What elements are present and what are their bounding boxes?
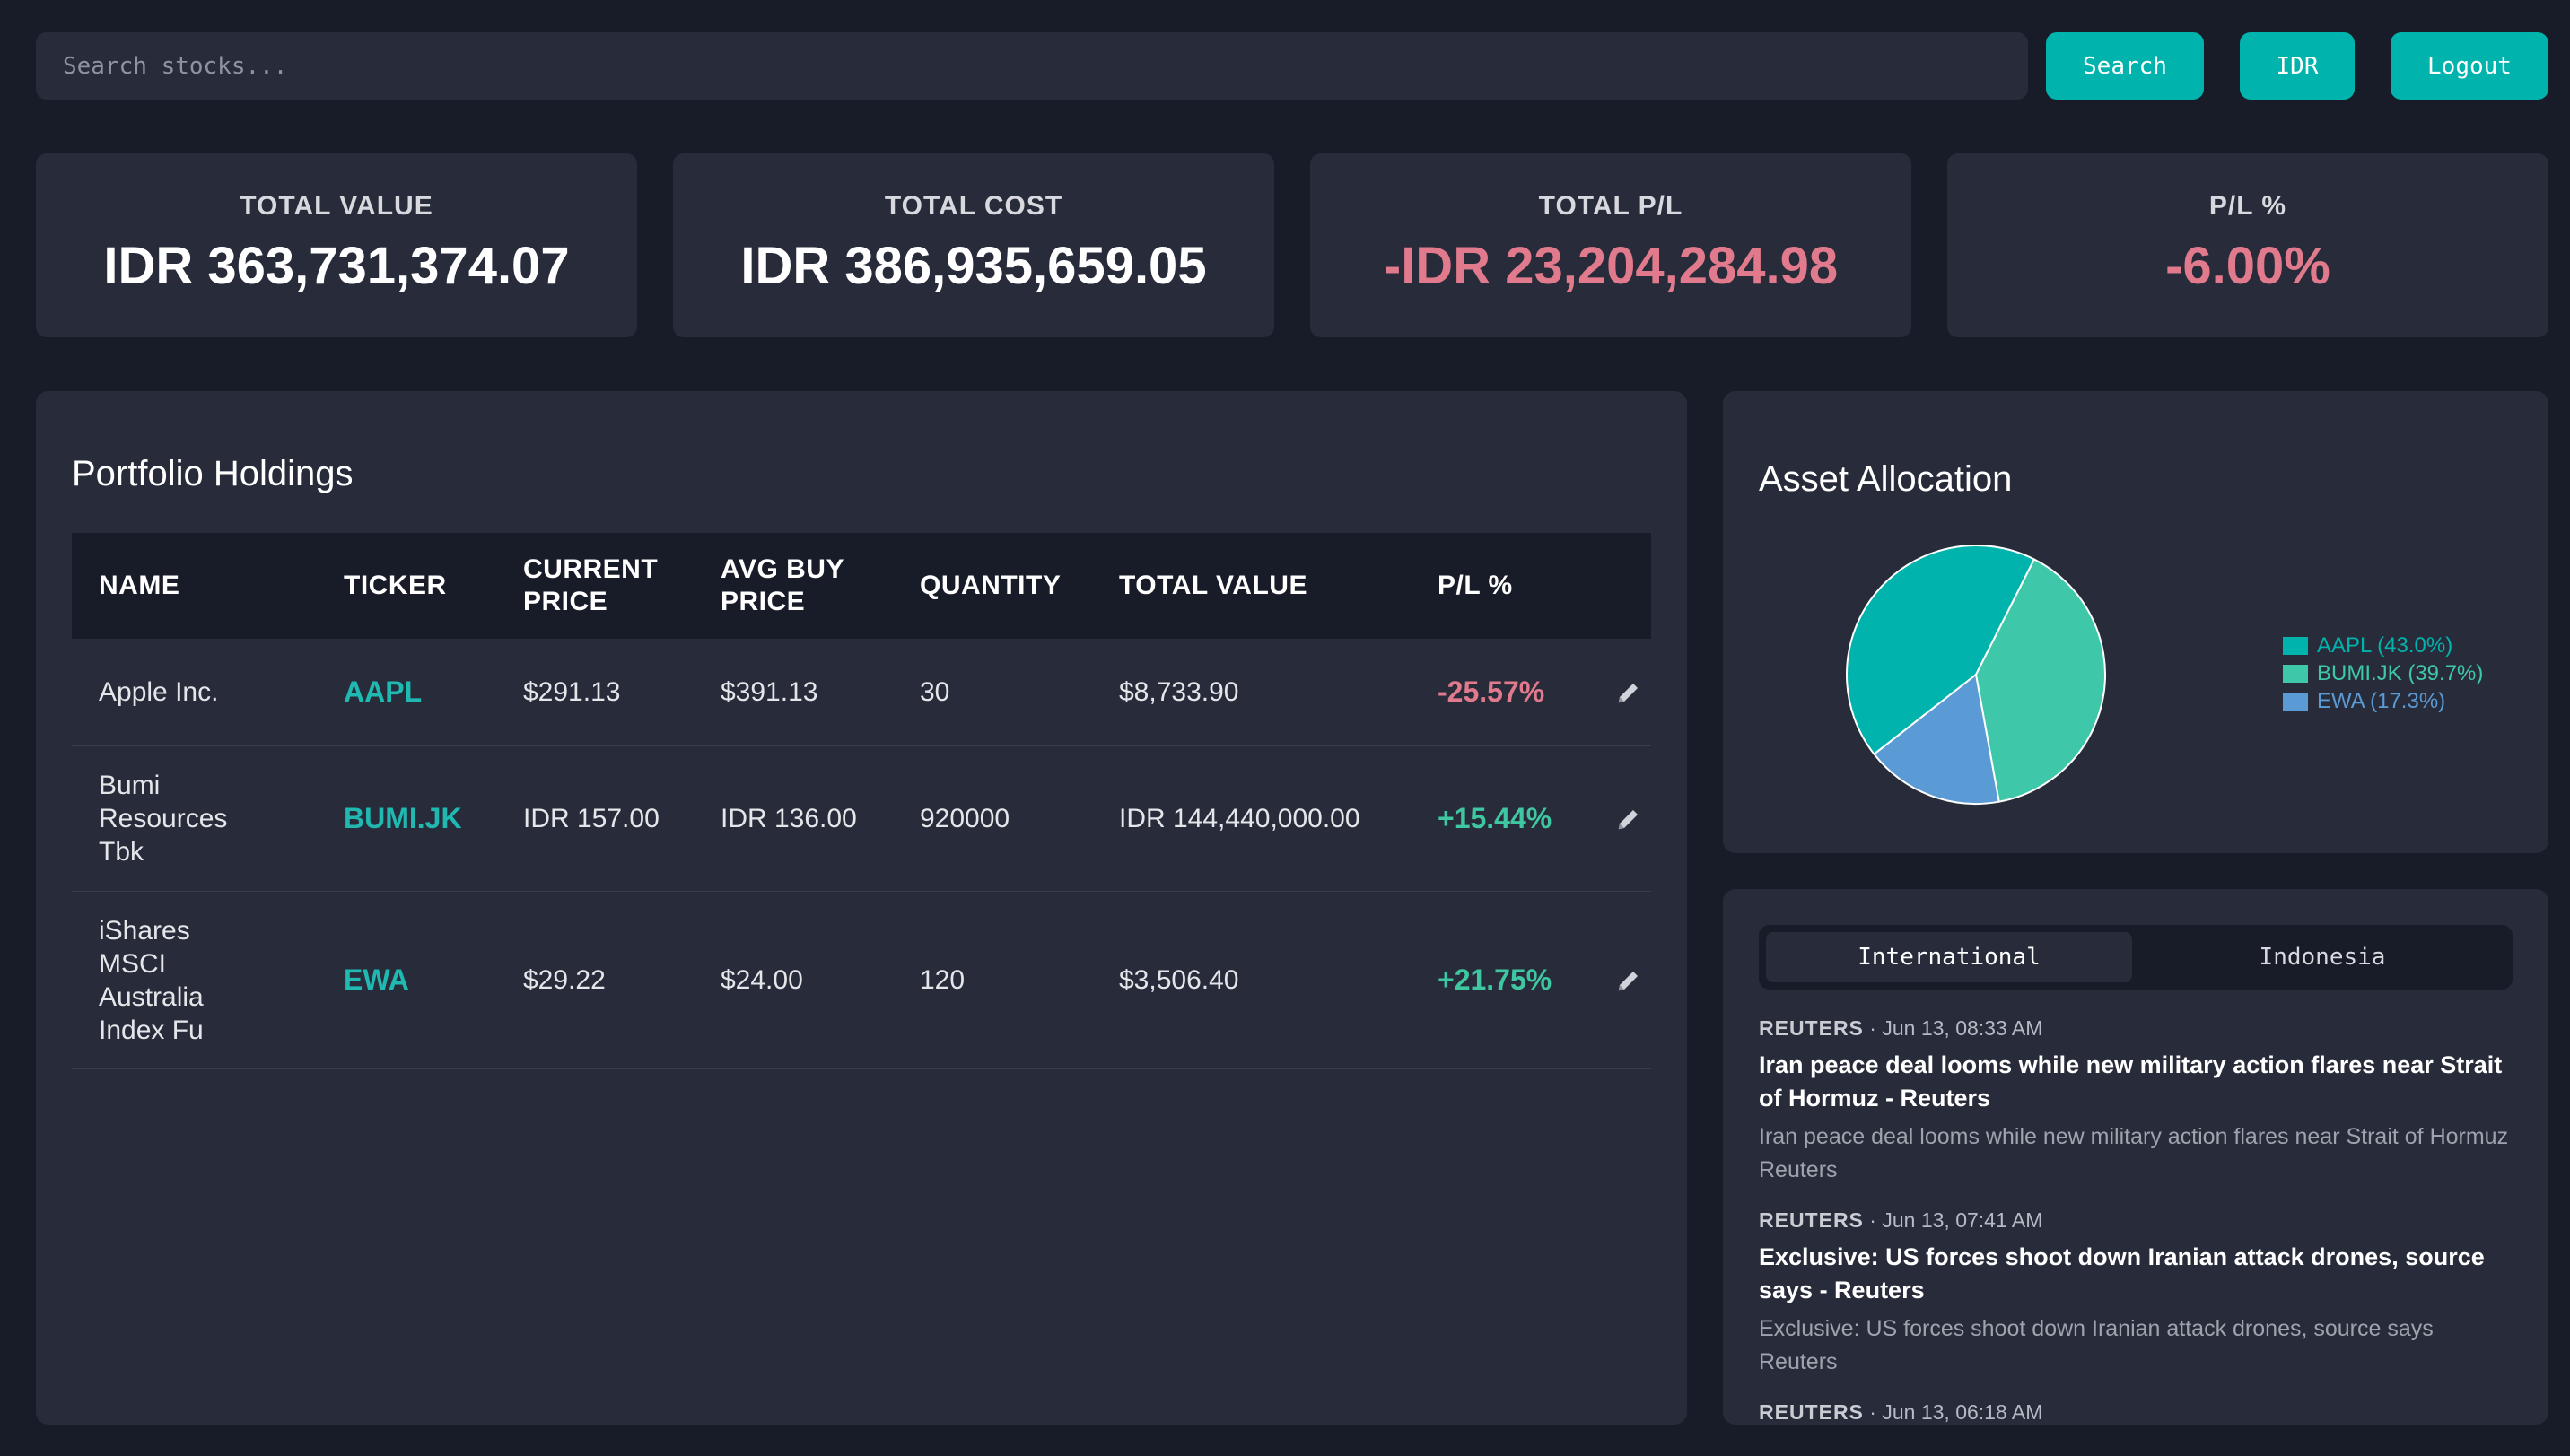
holding-pl-percent: -25.57%: [1438, 676, 1545, 708]
stat-label: TOTAL COST: [884, 191, 1063, 221]
news-meta: REUTERS · Jun 13, 06:18 AM: [1759, 1399, 2513, 1425]
pencil-icon[interactable]: [1615, 967, 1642, 994]
holding-pl-percent: +15.44%: [1438, 802, 1552, 834]
stat-label: P/L %: [2208, 191, 2287, 221]
news-meta: REUTERS · Jun 13, 07:41 AM: [1759, 1207, 2513, 1234]
pie-slice-ewa[interactable]: [1873, 673, 2000, 805]
column-header-name: NAME: [99, 571, 180, 600]
tab-international[interactable]: International: [1766, 932, 2132, 982]
stat-card-total-pl: TOTAL P/L -IDR 23,204,284.98: [1310, 153, 1911, 337]
news-time: Jun 13, 07:41 AM: [1882, 1208, 2043, 1232]
pie-slice-aapl[interactable]: [1846, 545, 2036, 756]
holding-quantity: 120: [920, 965, 966, 995]
edit-holding-button[interactable]: [1615, 746, 1651, 891]
holding-current-price: IDR 157.00: [523, 804, 660, 833]
column-header-avg-buy-price: AVG BUY PRICE: [721, 554, 844, 616]
holding-total-value: $3,506.40: [1119, 965, 1239, 995]
news-item[interactable]: REUTERS · Jun 13, 06:18 AM: [1759, 1399, 2513, 1425]
column-header-current-price: CURRENT PRICE: [523, 554, 659, 616]
news-meta: REUTERS · Jun 13, 08:33 AM: [1759, 1015, 2513, 1042]
legend-label: AAPL (43.0%): [2317, 632, 2453, 658]
stat-label: TOTAL VALUE: [240, 191, 433, 221]
column-header-quantity: QUANTITY: [920, 571, 1062, 600]
holding-total-value: $8,733.90: [1119, 677, 1239, 707]
news-time: Jun 13, 08:33 AM: [1882, 1016, 2043, 1040]
stat-card-total-cost: TOTAL COST IDR 386,935,659.05: [673, 153, 1274, 337]
portfolio-holdings-panel: Portfolio Holdings NAME TICKER CURRENT P…: [36, 391, 1687, 1425]
legend-label: BUMI.JK (39.7%): [2317, 660, 2484, 685]
meta-separator: ·: [1869, 1400, 1883, 1424]
news-item[interactable]: REUTERS · Jun 13, 07:41 AM Exclusive: US…: [1759, 1207, 2513, 1379]
holdings-table: NAME TICKER CURRENT PRICE AVG BUY PRICE …: [72, 533, 1651, 1069]
search-input[interactable]: [36, 32, 2028, 100]
stat-value: IDR 386,935,659.05: [740, 237, 1207, 295]
news-list: REUTERS · Jun 13, 08:33 AM Iran peace de…: [1759, 1015, 2513, 1425]
column-header-total-value: TOTAL VALUE: [1119, 571, 1307, 600]
logout-button[interactable]: Logout: [2391, 32, 2548, 100]
holding-ticker[interactable]: EWA: [344, 963, 409, 996]
legend-swatch: [2283, 692, 2308, 711]
legend-item[interactable]: EWA (17.3%): [2283, 687, 2483, 715]
holding-avg-buy-price: $24.00: [721, 965, 803, 995]
table-header: NAME TICKER CURRENT PRICE AVG BUY PRICE …: [72, 533, 1651, 639]
stat-label: TOTAL P/L: [1538, 191, 1683, 221]
holding-current-price: $291.13: [523, 677, 621, 707]
edit-holding-button[interactable]: [1615, 892, 1651, 1068]
legend-swatch: [2283, 636, 2308, 655]
column-header-ticker: TICKER: [344, 571, 447, 600]
holding-pl-percent: +21.75%: [1438, 963, 1552, 996]
holding-avg-buy-price: IDR 136.00: [721, 804, 857, 833]
tab-indonesia[interactable]: Indonesia: [2139, 932, 2505, 982]
meta-separator: ·: [1869, 1208, 1883, 1232]
edit-holding-button[interactable]: [1615, 639, 1651, 745]
stat-value: -6.00%: [2165, 237, 2330, 295]
legend-label: EWA (17.3%): [2317, 688, 2446, 713]
holding-quantity: 30: [920, 677, 950, 707]
table-row[interactable]: Apple Inc. AAPL $291.13 $391.13 30 $8,73…: [72, 639, 1651, 746]
holding-ticker[interactable]: BUMI.JK: [344, 802, 462, 834]
table-row[interactable]: iShares MSCI Australia Index Fu EWA $29.…: [72, 892, 1651, 1069]
allocation-pie-chart: [1846, 545, 2106, 805]
holding-quantity: 920000: [920, 804, 1010, 833]
holding-avg-buy-price: $391.13: [721, 677, 818, 707]
currency-button[interactable]: IDR: [2240, 32, 2355, 100]
legend-swatch: [2283, 664, 2308, 683]
stat-value: IDR 363,731,374.07: [103, 237, 570, 295]
legend-item[interactable]: BUMI.JK (39.7%): [2283, 659, 2483, 687]
news-description: Iran peace deal looms while new military…: [1759, 1124, 2509, 1182]
news-headline[interactable]: Iran peace deal looms while new military…: [1759, 1051, 2503, 1112]
holdings-title: Portfolio Holdings: [72, 454, 354, 493]
news-time: Jun 13, 06:18 AM: [1882, 1400, 2043, 1424]
chart-legend: AAPL (43.0%) BUMI.JK (39.7%) EWA (17.3%): [2283, 632, 2483, 715]
holding-name: Bumi Resources Tbk: [99, 771, 228, 867]
news-item[interactable]: REUTERS · Jun 13, 08:33 AM Iran peace de…: [1759, 1015, 2513, 1187]
news-headline[interactable]: Exclusive: US forces shoot down Iranian …: [1759, 1243, 2485, 1303]
table-row[interactable]: Bumi Resources Tbk BUMI.JK IDR 157.00 ID…: [72, 746, 1651, 892]
news-source: REUTERS: [1759, 1400, 1864, 1424]
holding-current-price: $29.22: [523, 965, 606, 995]
legend-item[interactable]: AAPL (43.0%): [2283, 632, 2483, 659]
allocation-title: Asset Allocation: [1759, 459, 2013, 499]
top-bar: Search IDR Logout: [36, 32, 2548, 100]
news-description: Exclusive: US forces shoot down Iranian …: [1759, 1316, 2434, 1374]
stat-card-pl-percent: P/L % -6.00%: [1947, 153, 2548, 337]
stat-card-total-value: TOTAL VALUE IDR 363,731,374.07: [36, 153, 637, 337]
search-button[interactable]: Search: [2046, 32, 2204, 100]
holding-total-value: IDR 144,440,000.00: [1119, 804, 1360, 833]
pencil-icon[interactable]: [1615, 806, 1642, 833]
meta-separator: ·: [1869, 1016, 1883, 1040]
news-source: REUTERS: [1759, 1016, 1864, 1040]
asset-allocation-panel: Asset Allocation AAPL (43.0%) BUMI.JK (39…: [1723, 391, 2548, 853]
news-source: REUTERS: [1759, 1208, 1864, 1232]
news-panel: International Indonesia REUTERS · Jun 13…: [1723, 889, 2548, 1425]
pie-slice-bumi-jk[interactable]: [1974, 558, 2106, 803]
news-tabs: International Indonesia: [1759, 925, 2513, 990]
column-header-pl-percent: P/L %: [1438, 571, 1513, 600]
pencil-icon[interactable]: [1615, 679, 1642, 706]
stat-value: -IDR 23,204,284.98: [1383, 237, 1839, 295]
holding-ticker[interactable]: AAPL: [344, 676, 423, 708]
holding-name: Apple Inc.: [99, 677, 219, 707]
holding-name: iShares MSCI Australia Index Fu: [99, 915, 204, 1045]
